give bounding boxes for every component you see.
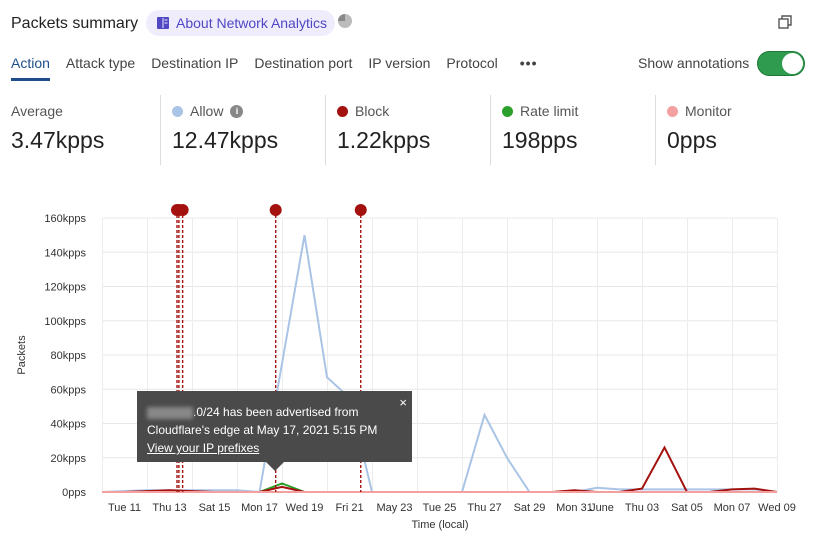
stat-value: 0pps [667, 127, 717, 153]
x-tick-label: Tue 11 [108, 502, 141, 514]
rate-limit-dot-icon [502, 105, 513, 117]
annotation-tooltip: × .0/24 has been advertised from Cloudfl… [137, 391, 412, 462]
view-ip-prefixes-link[interactable]: View your IP prefixes [147, 441, 260, 455]
stat-rate-limit[interactable]: Rate limit 198pps [490, 95, 655, 165]
close-icon[interactable]: × [399, 395, 407, 410]
show-annotations-toggle[interactable] [757, 51, 805, 76]
stat-label: Block [355, 103, 390, 119]
x-tick-label: Wed 19 [286, 502, 324, 514]
stat-monitor[interactable]: Monitor 0pps [655, 95, 816, 165]
tab-protocol[interactable]: Protocol [446, 55, 498, 71]
block-dot-icon [337, 105, 348, 117]
stat-value: 1.22kpps [337, 127, 431, 153]
x-axis-label: Time (local) [411, 519, 468, 531]
x-tick-label: Sat 15 [199, 502, 231, 514]
x-tick-label: Thu 13 [152, 502, 186, 514]
stat-average: Average 3.47kpps [0, 95, 160, 165]
stat-allow[interactable]: Allow i 12.47kpps [160, 95, 325, 165]
tab-ip-version[interactable]: IP version [368, 55, 431, 71]
page-title: Packets summary [11, 15, 139, 32]
tooltip-arrow [266, 462, 284, 471]
annotation-marker[interactable] [354, 204, 367, 216]
stat-value: 3.47kpps [11, 127, 105, 153]
stat-label: Monitor [685, 103, 732, 119]
copy-icon[interactable] [777, 14, 793, 30]
stat-value: 198pps [502, 127, 578, 153]
book-icon [157, 17, 169, 29]
tab-action[interactable]: Action [11, 55, 50, 81]
redacted-ip [147, 406, 193, 419]
stat-block[interactable]: Block 1.22kpps [325, 95, 490, 165]
x-tick-label: Sat 05 [671, 502, 703, 514]
y-tick-label: 40kpps [51, 419, 87, 431]
y-tick-label: 140kpps [44, 247, 86, 259]
x-tick-label: Thu 27 [467, 502, 501, 514]
breakdown-tabs: Action Attack type Destination IP Destin… [11, 55, 538, 81]
x-tick-label: Fri 21 [335, 502, 363, 514]
annotation-marker[interactable] [269, 204, 282, 216]
stat-label: Average [11, 103, 63, 119]
y-axis-label: Packets [16, 335, 28, 375]
y-tick-label: 100kpps [44, 316, 86, 328]
pie-chart-icon[interactable] [338, 14, 352, 28]
x-tick-label: Thu 03 [625, 502, 659, 514]
stat-label: Rate limit [520, 103, 579, 119]
x-tick-label: May 23 [376, 502, 412, 514]
about-label: About Network Analytics [176, 15, 327, 31]
tooltip-text-1: .0/24 has been advertised from [193, 405, 359, 419]
allow-dot-icon [172, 105, 183, 117]
y-tick-label: 120kpps [44, 282, 86, 294]
x-tick-label: Mon 31 [556, 502, 593, 514]
tab-attack-type[interactable]: Attack type [65, 55, 136, 71]
stat-label: Allow [190, 103, 224, 119]
toggle-knob [782, 53, 803, 74]
x-tick-label: Wed 09 [758, 502, 796, 514]
y-tick-label: 80kpps [51, 350, 87, 362]
y-tick-label: 60kpps [51, 384, 87, 396]
x-tick-label: Tue 25 [423, 502, 457, 514]
y-tick-label: 160kpps [44, 213, 86, 225]
tab-destination-port[interactable]: Destination port [254, 55, 353, 71]
tooltip-text-2: Cloudflare's edge at May 17, 2021 5:15 P… [147, 423, 378, 437]
monitor-dot-icon [667, 105, 678, 117]
annotation-marker[interactable] [176, 204, 189, 216]
x-tick-label: June [590, 502, 614, 514]
x-tick-label: Mon 17 [241, 502, 278, 514]
x-tick-label: Sat 29 [514, 502, 546, 514]
tab-destination-ip[interactable]: Destination IP [151, 55, 239, 71]
x-tick-label: Mon 07 [714, 502, 751, 514]
y-tick-label: 0pps [62, 487, 86, 499]
about-network-analytics-button[interactable]: About Network Analytics [146, 10, 335, 36]
show-annotations-label: Show annotations [638, 55, 750, 71]
y-tick-label: 20kpps [51, 453, 87, 465]
more-tabs-button[interactable]: ••• [519, 55, 538, 71]
stats-row: Average 3.47kpps Allow i 12.47kpps Block … [0, 95, 816, 165]
stat-value: 12.47kpps [172, 127, 279, 153]
info-icon[interactable]: i [230, 104, 244, 118]
